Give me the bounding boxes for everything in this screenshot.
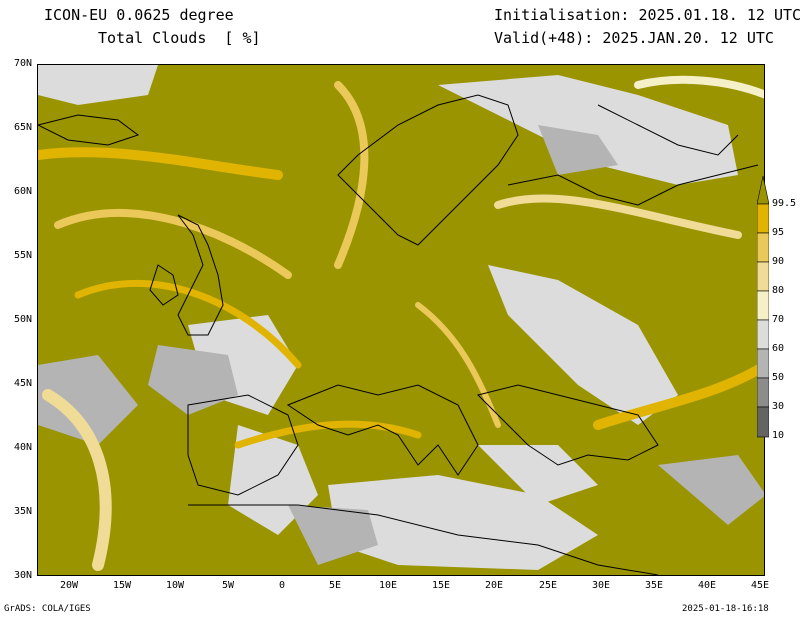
lon-label: 0 xyxy=(278,580,286,591)
model-title: ICON-EU 0.0625 degree xyxy=(44,6,234,24)
lat-label: 40N xyxy=(13,442,32,453)
lon-label: 20E xyxy=(484,580,504,591)
colorbar-segment xyxy=(757,203,769,234)
colorbar-label: 10 xyxy=(772,430,785,441)
coastlines xyxy=(38,94,759,575)
lat-label: 45N xyxy=(13,378,32,389)
lon-label: 35E xyxy=(644,580,664,591)
lon-label: 10W xyxy=(165,580,185,591)
lon-label: 10E xyxy=(378,580,398,591)
lat-label: 70N xyxy=(13,58,32,69)
lon-label: 5W xyxy=(221,580,235,591)
lat-label: 60N xyxy=(13,186,32,197)
colorbar xyxy=(757,176,769,438)
colorbar-segment xyxy=(757,319,769,350)
lat-label: 30N xyxy=(13,570,32,581)
colorbar-label: 60 xyxy=(772,343,785,354)
init-time: Initialisation: 2025.01.18. 12 UTC xyxy=(494,6,800,24)
lat-label: 65N xyxy=(13,122,32,133)
lat-label: 50N xyxy=(13,314,32,325)
high-cloud-bands xyxy=(38,75,764,571)
colorbar-segment xyxy=(757,232,769,263)
colorbar-segment xyxy=(757,348,769,379)
clear-areas xyxy=(38,65,738,570)
colorbar-segment xyxy=(757,261,769,292)
colorbar-top-triangle xyxy=(757,176,769,205)
credit-text: GrADS: COLA/IGES xyxy=(4,604,91,614)
lon-label: 15W xyxy=(112,580,132,591)
colorbar-label: 70 xyxy=(772,314,785,325)
colorbar-label: 80 xyxy=(772,285,785,296)
partial-cloud-areas xyxy=(38,125,764,565)
colorbar-label: 99.5 xyxy=(772,198,797,209)
lon-label: 40E xyxy=(697,580,717,591)
cloud-map xyxy=(37,64,765,576)
lon-label: 5E xyxy=(328,580,342,591)
valid-time: Valid(+48): 2025.JAN.20. 12 UTC xyxy=(494,29,774,47)
variable-title: Total Clouds [ %] xyxy=(98,29,261,47)
colorbar-label: 95 xyxy=(772,227,785,238)
colorbar-segment xyxy=(757,406,769,438)
colorbar-segment xyxy=(757,290,769,321)
lon-label: 25E xyxy=(538,580,558,591)
lon-label: 45E xyxy=(750,580,770,591)
lon-label: 20W xyxy=(59,580,79,591)
lat-label: 55N xyxy=(13,250,32,261)
colorbar-label: 90 xyxy=(772,256,785,267)
lon-label: 15E xyxy=(431,580,451,591)
lat-label: 35N xyxy=(13,506,32,517)
lon-label: 30E xyxy=(591,580,611,591)
colorbar-label: 50 xyxy=(772,372,785,383)
cloud-map-canvas xyxy=(38,65,764,575)
colorbar-segment xyxy=(757,377,769,408)
colorbar-label: 30 xyxy=(772,401,785,412)
timestamp-text: 2025-01-18-16:18 xyxy=(682,604,769,614)
